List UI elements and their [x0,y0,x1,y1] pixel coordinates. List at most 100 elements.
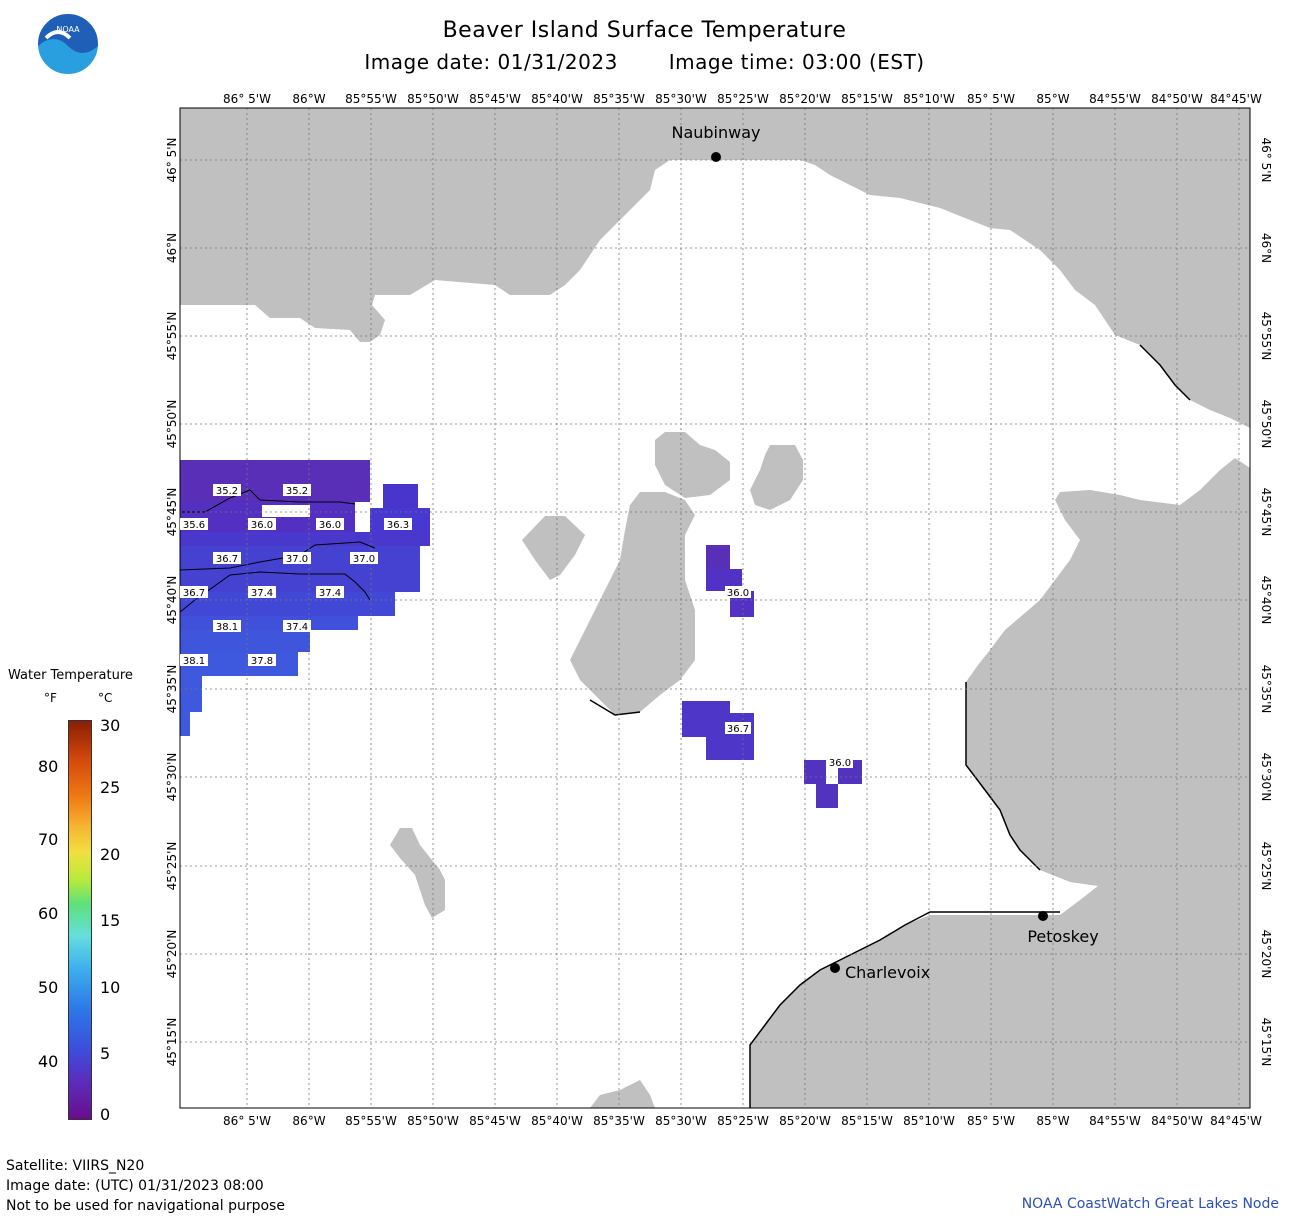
lon-label: 84°45'W [1210,1114,1262,1128]
land-garden-island [655,432,730,498]
lat-label: 45°50'N [1259,400,1273,449]
temp-label: 36.0 [316,518,344,531]
temp-label: 37.4 [283,620,311,633]
temp-label: 36.7 [213,552,241,565]
land-beaver-island [570,492,695,715]
lat-label: 45°50'N [165,400,179,449]
lat-labels-left: 46° 5'N 46°N 45°55'N 45°50'N 45°45'N 45°… [165,138,179,1067]
lat-label: 46° 5'N [1259,138,1273,183]
lon-label: 85°25'W [717,92,769,106]
land-bottom-island [590,1080,655,1108]
temp-label: 38.1 [213,620,241,633]
city-marker [830,963,840,973]
image-time: Image time: 03:00 (EST) [668,50,925,74]
temp-label: 36.7 [725,722,751,735]
lon-label: 85°30'W [655,1114,707,1128]
svg-text:35.6: 35.6 [183,520,205,531]
land-lower-peninsula [750,458,1250,1108]
temp-label: 36.7 [180,586,208,599]
lat-label: 45°20'N [1259,930,1273,979]
temperature-field-east [682,545,862,808]
svg-text:37.4: 37.4 [251,588,273,599]
city-marker [1038,911,1048,921]
lat-label: 45°45'N [1259,488,1273,537]
lat-label: 45°40'N [1259,576,1273,625]
lon-label: 84°55'W [1089,1114,1141,1128]
svg-text:36.0: 36.0 [727,588,749,599]
lon-label: 85°10'W [903,92,955,106]
temp-label: 35.6 [180,518,208,531]
credit-link[interactable]: NOAA CoastWatch Great Lakes Node [1021,1196,1279,1212]
svg-text:35.2: 35.2 [216,486,238,497]
svg-text:35.2: 35.2 [286,486,308,497]
lon-label: 85°30'W [655,92,707,106]
lon-label: 85°20'W [779,1114,831,1128]
city-label: Charlevoix [845,963,930,982]
tick-f: 70 [38,830,59,849]
svg-text:36.3: 36.3 [387,520,409,531]
temperature-labels: 35.2 35.2 35.6 36.0 36.0 36.3 36.7 37.0 … [180,484,853,769]
tick-c: 15 [100,911,121,930]
lat-label: 46° 5'N [165,138,179,183]
lon-label: 85°25'W [717,1114,769,1128]
lon-label: 85°35'W [593,1114,645,1128]
lon-label: 84°45'W [1210,92,1262,106]
tick-c: 0 [100,1105,111,1124]
city-charlevoix: Charlevoix [830,963,930,982]
lat-label: 45°40'N [165,576,179,625]
temp-label: 36.0 [725,586,751,599]
lat-label: 45°15'N [165,1018,179,1067]
lon-label: 84°50'W [1151,1114,1203,1128]
lon-label: 85°55'W [345,92,397,106]
temp-label: 36.0 [248,518,276,531]
lat-label: 45°30'N [165,753,179,802]
lon-label: 85°W [1036,92,1069,106]
temp-label: 37.0 [350,552,378,565]
lon-label: 85°45'W [469,1114,521,1128]
lon-label: 86°W [292,1114,325,1128]
tick-f: 80 [38,757,59,776]
land-south-fox-island [390,828,445,918]
lon-label: 84°55'W [1089,92,1141,106]
temp-label: 35.2 [213,484,241,497]
tick-c: 5 [100,1044,111,1063]
svg-text:37.4: 37.4 [286,622,308,633]
lat-label: 45°25'N [165,842,179,891]
image-date: Image date: 01/31/2023 [364,50,618,74]
lat-label: 46°N [165,233,179,263]
lon-label: 85°10'W [903,1114,955,1128]
page-title: Beaver Island Surface Temperature [442,18,847,43]
svg-text:36.0: 36.0 [251,520,273,531]
svg-text:37.0: 37.0 [286,554,308,565]
svg-text:36.0: 36.0 [319,520,341,531]
land-high-island [522,516,585,580]
map-grid [180,108,1250,1108]
lon-labels-top: 86° 5'W 86°W 85°55'W 85°50'W 85°45'W 85°… [223,92,1262,106]
land-hog-island [750,445,803,510]
lat-label: 45°25'N [1259,842,1273,891]
svg-text:38.1: 38.1 [216,622,238,633]
unit-fahrenheit: °F [44,691,57,705]
svg-text:37.8: 37.8 [251,656,273,667]
lat-labels-right: 46° 5'N 46°N 45°55'N 45°50'N 45°45'N 45°… [1259,138,1273,1067]
svg-text:36.7: 36.7 [183,588,205,599]
temp-label: 38.1 [180,654,208,667]
city-marker [711,152,721,162]
lat-label: 45°35'N [165,665,179,714]
temp-label: 37.4 [248,586,276,599]
city-label: Petoskey [1027,927,1098,946]
lat-label: 45°15'N [1259,1018,1273,1067]
lon-label: 85°55'W [345,1114,397,1128]
lon-label: 86° 5'W [223,1114,271,1128]
tick-c: 30 [100,716,121,735]
tick-c: 10 [100,978,121,997]
svg-text:36.7: 36.7 [727,724,749,735]
legend-units: °F °C [44,691,152,705]
land-upper-peninsula [180,108,1250,428]
temp-label: 37.8 [248,654,276,667]
lon-label: 85°40'W [531,92,583,106]
utc-date: Image date: (UTC) 01/31/2023 08:00 [6,1178,264,1194]
svg-text:37.4: 37.4 [319,588,341,599]
lat-label: 45°45'N [165,488,179,537]
